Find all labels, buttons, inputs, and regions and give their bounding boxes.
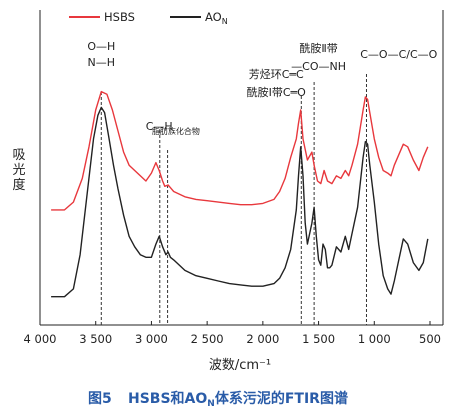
- x-ticks: 4 000 3 500 3 000 2 500 2 000 1 500 1 000 500: [24, 321, 441, 346]
- x-tick-label: 1 000: [358, 332, 391, 346]
- annotation-label: O—H: [87, 40, 115, 53]
- series-lines: [51, 90, 429, 298]
- x-tick-label: 1 500: [302, 332, 335, 346]
- annotation-label: 脂肪族化合物: [152, 126, 200, 136]
- legend-label-hsbs: HSBS: [104, 10, 135, 24]
- caption-text: HSBS和AON体系污泥的FTIR图谱: [128, 390, 348, 409]
- x-tick-label: 2 500: [191, 332, 224, 346]
- series-line-hsbs: [51, 90, 429, 211]
- annotation-label: 酰胺Ⅱ带: [299, 41, 337, 55]
- x-tick-label: 3 000: [135, 332, 168, 346]
- series-line-aon: [51, 106, 429, 298]
- annotation-label: C—O—C/C—O: [360, 48, 437, 61]
- x-tick-label: 2 000: [246, 332, 279, 346]
- x-axis-label: 波数/cm⁻¹: [209, 358, 271, 373]
- y-axis-label: 吸光度: [10, 148, 26, 193]
- x-tick-label: 4 000: [24, 332, 57, 346]
- annotation-label: N—H: [88, 56, 116, 69]
- x-tick-label: 3 500: [79, 332, 112, 346]
- legend: HSBS AON: [69, 10, 228, 26]
- annotation-label: —CO—NH: [291, 60, 346, 73]
- legend-label-aon: AON: [205, 10, 228, 26]
- figure-caption: 图5 HSBS和AON体系污泥的FTIR图谱: [88, 390, 348, 409]
- x-tick-label: 500: [419, 332, 441, 346]
- annotation-label: 芳烃环C═C: [249, 67, 304, 81]
- annotation-label: 酰胺Ⅰ带C═O: [247, 85, 307, 99]
- annotation-label: C—H: [146, 120, 173, 133]
- caption-label: 图5: [88, 391, 112, 407]
- reference-lines: [100, 74, 367, 325]
